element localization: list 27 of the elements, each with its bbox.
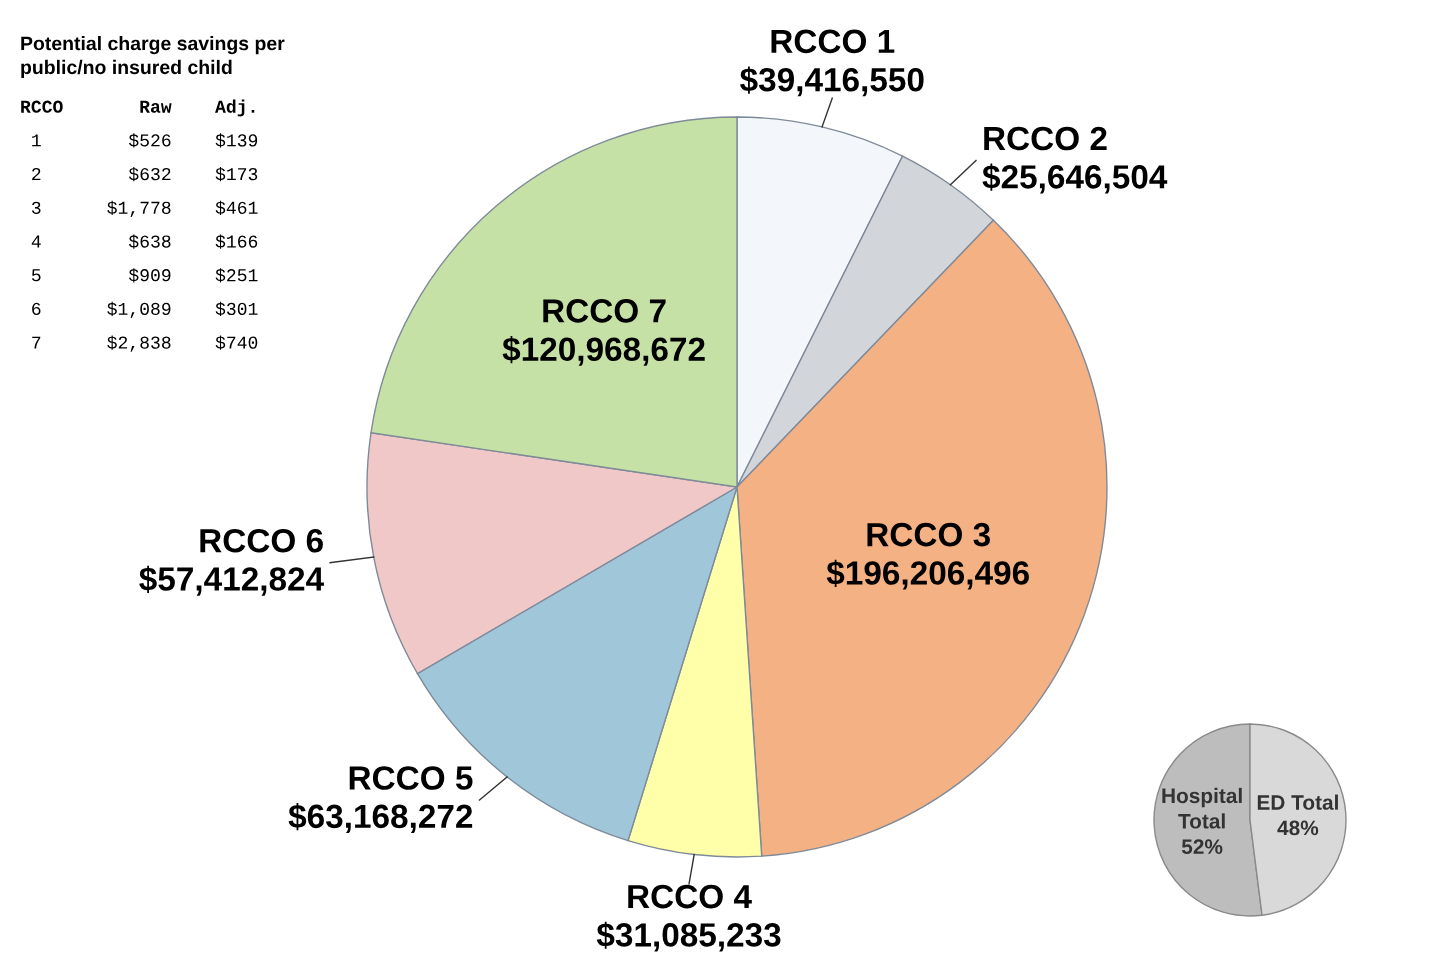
data-label: $196,206,496 [826, 559, 1029, 590]
data-label: 52% [1181, 839, 1223, 855]
text: 4 $638 $166 [31, 234, 258, 249]
slice-label: RCCO 5 [349, 766, 473, 790]
data-label: $120,968,672 [502, 335, 705, 366]
text: 1 $526 $139 [32, 133, 258, 148]
data-label: $39,416,550 [740, 66, 924, 97]
text: 6 $1,089 $301 [32, 301, 258, 319]
slice-label: RCCO 3 [867, 522, 990, 547]
text: 5 $909 $251 [31, 268, 258, 283]
data-label: $25,646,504 [982, 163, 1168, 194]
text: 7 $2,838 $740 [32, 335, 258, 352]
data-label: 48% [1277, 820, 1319, 836]
slice-label: RCCO 1 [771, 29, 895, 54]
text: 2 $632 $173 [32, 167, 258, 182]
slice-label: RCCO 6 [200, 528, 323, 553]
slice-label: RCCO 2 [984, 126, 1107, 151]
slice-label: ED Total [1257, 794, 1338, 810]
slice-label: RCCO 4 [628, 884, 752, 909]
slice-label: RCCO 7 [543, 299, 666, 323]
data-label: $31,085,233 [596, 921, 781, 952]
text: 3 $1,778 $461 [31, 200, 258, 217]
data-label: $57,412,824 [139, 565, 324, 596]
data-label: $63,168,272 [288, 803, 473, 833]
text: Potential charge savings per public/no insured child [21, 36, 285, 78]
slice-label: Hospital Total [1162, 787, 1242, 829]
text: RCCO Raw Adj. [21, 99, 255, 117]
